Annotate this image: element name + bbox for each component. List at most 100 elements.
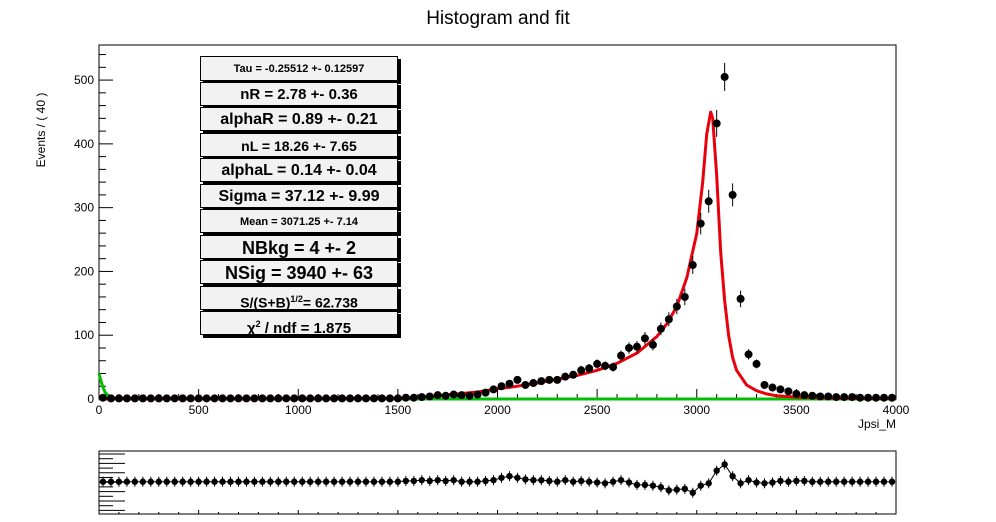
- data-point: [832, 393, 841, 402]
- pull-point: [864, 478, 872, 485]
- pull-point: [482, 477, 489, 485]
- pull-point: [538, 476, 545, 484]
- data-point: [593, 359, 602, 368]
- data-point: [672, 302, 681, 311]
- pull-point: [769, 479, 776, 486]
- pull-point: [314, 478, 322, 485]
- pull-point: [442, 477, 449, 485]
- pull-point: [617, 476, 625, 484]
- pull-point: [450, 476, 457, 484]
- data-point: [194, 394, 203, 403]
- data-point: [712, 119, 721, 128]
- pull-point: [299, 478, 306, 485]
- stat-significance-exponent: 1/2: [290, 294, 303, 304]
- pull-point: [426, 477, 433, 485]
- stat-alphal: alphaL = 0.14 +- 0.04: [200, 158, 398, 182]
- pull-point: [641, 481, 649, 489]
- data-point: [784, 387, 793, 396]
- data-point: [561, 372, 570, 381]
- pull-point: [235, 478, 242, 485]
- data-point: [258, 394, 267, 403]
- data-point: [720, 72, 729, 81]
- data-point: [425, 392, 434, 401]
- data-point: [648, 340, 657, 349]
- data-point: [298, 394, 307, 403]
- data-points-layer: [98, 62, 897, 403]
- pull-point: [107, 478, 115, 485]
- data-point: [617, 351, 626, 360]
- pull-point: [147, 478, 155, 485]
- data-point: [736, 294, 745, 303]
- pull-point: [179, 478, 186, 485]
- pull-point: [131, 478, 139, 485]
- x-axis: 0 500 1000 1500 2000 2500 3000 3500 4000: [96, 389, 910, 417]
- pull-point: [729, 473, 736, 480]
- pull-point: [562, 476, 569, 484]
- pull-point: [490, 476, 497, 484]
- pull-point: [809, 478, 816, 485]
- pull-point: [872, 478, 880, 485]
- pull-point: [506, 473, 513, 480]
- data-point: [98, 393, 107, 402]
- pull-point: [498, 474, 505, 481]
- y-tick-label: 400: [74, 137, 94, 151]
- pull-point: [625, 479, 633, 486]
- data-point: [242, 394, 251, 403]
- data-point: [808, 391, 817, 400]
- data-point: [656, 324, 665, 333]
- pull-point: [227, 478, 234, 485]
- pull-point: [171, 478, 178, 485]
- pull-point: [283, 478, 290, 485]
- data-point: [234, 394, 243, 403]
- data-point: [162, 394, 171, 403]
- data-point: [529, 379, 538, 388]
- pull-point: [514, 474, 521, 481]
- data-point: [776, 385, 785, 394]
- pull-point: [801, 477, 808, 485]
- data-point: [664, 315, 673, 324]
- data-point: [210, 394, 219, 403]
- pull-point: [601, 480, 609, 487]
- data-point: [250, 394, 259, 403]
- data-point: [114, 394, 123, 403]
- pull-point: [330, 478, 338, 485]
- pull-point: [745, 476, 752, 484]
- data-point: [880, 393, 889, 402]
- stat-tau: Tau = -0.25512 +- 0.12597: [200, 56, 398, 81]
- pull-point: [649, 482, 657, 489]
- pull-point: [825, 478, 832, 485]
- data-point: [290, 394, 299, 403]
- pull-point: [203, 478, 210, 485]
- data-point: [361, 394, 370, 403]
- data-point: [553, 375, 562, 384]
- x-tick-label: 1000: [285, 403, 312, 417]
- pull-point: [546, 477, 553, 485]
- y-axis: 0 100 200 300 400 500: [74, 54, 113, 406]
- stat-nbkg: NBkg = 4 +- 2: [200, 235, 398, 259]
- stat-nr: nR = 2.78 +- 0.36: [200, 82, 398, 106]
- pull-point: [354, 478, 362, 485]
- data-point: [840, 393, 849, 402]
- pull-point: [609, 478, 617, 485]
- data-point: [632, 342, 641, 351]
- data-point: [354, 394, 363, 403]
- pull-point: [322, 478, 330, 485]
- data-point: [122, 394, 131, 403]
- pull-point: [458, 478, 465, 485]
- y-axis-label: Events / ( 40 ): [34, 93, 48, 168]
- pull-axis: [98, 453, 897, 514]
- pull-point: [833, 478, 840, 485]
- pull-point: [211, 478, 218, 485]
- data-point: [306, 394, 315, 403]
- pull-point: [195, 478, 202, 485]
- y-tick-label: 300: [74, 201, 94, 215]
- pull-point: [466, 478, 473, 485]
- data-point: [465, 391, 474, 400]
- data-point: [497, 382, 506, 391]
- data-point: [585, 364, 594, 373]
- stat-chi2-symbol: χ: [246, 320, 256, 335]
- data-point: [178, 394, 187, 403]
- stat-chi2-exponent: 2: [255, 319, 261, 329]
- data-point: [457, 391, 466, 400]
